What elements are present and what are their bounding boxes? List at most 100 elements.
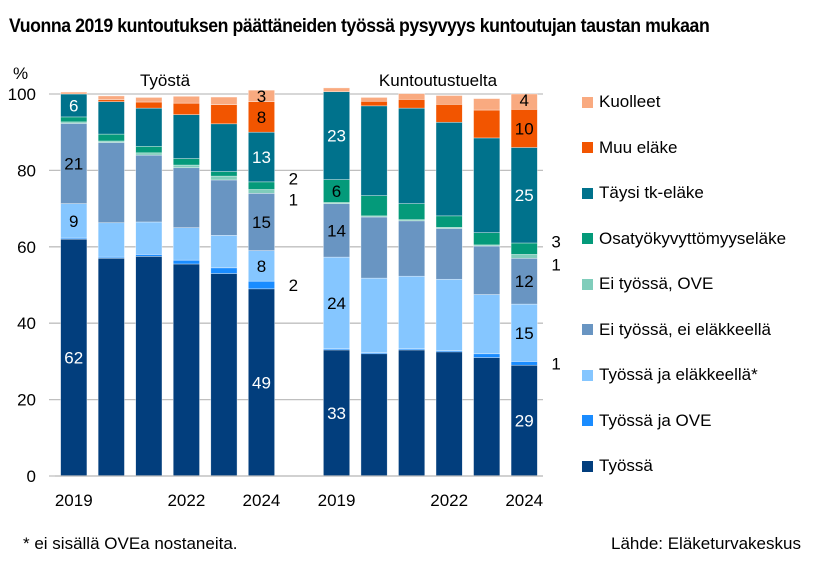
chart-title: Vuonna 2019 kuntoutuksen päättäneiden ty… bbox=[9, 16, 710, 37]
bar-segment-osatyökyvyttömyyseläke bbox=[97, 133, 125, 142]
bar-segment-muu-eläke bbox=[210, 104, 238, 125]
bar-segment-työssä-ja-eläkkeellä bbox=[172, 227, 200, 261]
data-label: 1 bbox=[551, 255, 560, 274]
bar-segment-työssä bbox=[510, 364, 538, 477]
bar-segment-osatyökyvyttömyyseläke bbox=[398, 203, 426, 220]
bar-segment-ei-työssä-ei-eläkkeellä bbox=[360, 216, 388, 279]
x-tick-label: 2022 bbox=[430, 491, 468, 510]
bar-segment-täysi-tk-eläke bbox=[248, 131, 275, 183]
bar-segment-muu-eläke bbox=[435, 104, 463, 123]
bar-segment-ei-työssä-ove bbox=[135, 152, 163, 156]
legend-label: Työssä ja eläkkeellä* bbox=[599, 365, 758, 384]
bar-segment-osatyökyvyttömyyseläke bbox=[360, 195, 388, 217]
bars bbox=[60, 87, 538, 477]
source-note: Lähde: Eläketurvakeskus bbox=[611, 534, 801, 553]
x-tick-label: 2019 bbox=[318, 491, 356, 510]
data-label: 15 bbox=[252, 213, 271, 232]
bar-segment-kuolleet bbox=[172, 95, 200, 104]
bar-segment-työssä-ja-ove bbox=[248, 280, 275, 290]
bar-segment-muu-eläke bbox=[135, 101, 163, 109]
data-label: 25 bbox=[515, 186, 534, 205]
bar-segment-ei-työssä-ei-eläkkeellä bbox=[210, 179, 238, 236]
bar-segment-kuolleet bbox=[135, 97, 163, 103]
bar-segment-työssä bbox=[360, 353, 388, 477]
bar-segment-ei-työssä-ove bbox=[248, 189, 275, 194]
group-label: Työstä bbox=[140, 71, 191, 90]
bar-segment-muu-eläke bbox=[398, 99, 426, 109]
data-label: 49 bbox=[252, 373, 271, 392]
bar-segment-ei-työssä-ei-eläkkeellä bbox=[473, 245, 501, 295]
bar-segment-muu-eläke bbox=[360, 100, 388, 107]
legend-label: Ei työssä, ei eläkkeellä bbox=[599, 319, 771, 339]
y-tick-label: 20 bbox=[17, 391, 36, 410]
data-label: 1 bbox=[551, 354, 560, 373]
data-label: 12 bbox=[515, 272, 534, 291]
legend-swatch bbox=[582, 278, 593, 290]
data-label: 14 bbox=[327, 221, 346, 240]
data-label: 8 bbox=[257, 257, 266, 276]
bar-segment-työssä-ja-eläkkeellä bbox=[248, 250, 275, 282]
legend-swatch bbox=[582, 96, 593, 108]
data-label: 8 bbox=[257, 108, 266, 127]
bar-segment-osatyökyvyttömyyseläke bbox=[248, 181, 275, 190]
bar-segment-täysi-tk-eläke bbox=[135, 107, 163, 147]
bar-segment-osatyökyvyttömyyseläke bbox=[60, 116, 88, 123]
bar-segment-työssä bbox=[97, 257, 125, 477]
x-tick-label: 2024 bbox=[505, 491, 543, 510]
bar-segment-ei-työssä-ei-eläkkeellä bbox=[323, 203, 350, 258]
legend-label: Osatyökyvyttömyyseläke bbox=[599, 228, 787, 248]
bar-segment-kuolleet bbox=[248, 89, 275, 102]
bar-segment-kuolleet bbox=[398, 93, 426, 100]
bar-segment-kuolleet bbox=[210, 96, 238, 105]
bar-segment-muu-eläke bbox=[172, 102, 200, 115]
bar-segment-osatyökyvyttömyyseläke bbox=[210, 171, 238, 177]
bar-segment-osatyökyvyttömyyseläke bbox=[510, 242, 538, 255]
bar-segment-työssä bbox=[323, 349, 350, 477]
data-label: 6 bbox=[69, 96, 78, 115]
y-axis-label: % bbox=[13, 64, 28, 83]
footnote: * ei sisällä OVEa nostaneita. bbox=[23, 534, 238, 553]
bar-segment-työssä bbox=[172, 263, 200, 477]
bar-segment-täysi-tk-eläke bbox=[360, 105, 388, 196]
legend-swatch bbox=[582, 415, 593, 426]
bar-segment-työssä-ja-eläkkeellä bbox=[510, 303, 538, 362]
legend-item: Muu eläke bbox=[582, 138, 677, 158]
bar-segment-työssä-ja-ove bbox=[510, 361, 538, 366]
data-label: 3 bbox=[551, 233, 560, 252]
bar-segment-kuolleet bbox=[60, 91, 88, 95]
legend-item: Ei työssä, OVE bbox=[582, 274, 713, 294]
data-label: 4 bbox=[519, 91, 528, 110]
legend-swatch bbox=[582, 187, 593, 199]
data-label: 13 bbox=[252, 148, 271, 167]
bar-segment-täysi-tk-eläke bbox=[510, 147, 538, 244]
data-label: 24 bbox=[327, 294, 346, 313]
bar-segment-ei-työssä-ei-eläkkeellä bbox=[97, 142, 125, 224]
bar-segment-työssä bbox=[435, 351, 463, 477]
bar-segment-työssä-ja-eläkkeellä bbox=[323, 256, 350, 350]
bar-segment-työssä-ja-eläkkeellä bbox=[435, 278, 463, 352]
bar-segment-työssä-ja-ove bbox=[172, 259, 200, 265]
bar-segment-työssä-ja-ove bbox=[473, 353, 501, 358]
data-label: 6 bbox=[332, 182, 341, 201]
bar-segment-täysi-tk-eläke bbox=[435, 121, 463, 217]
data-label: 29 bbox=[515, 412, 534, 431]
bar-segment-täysi-tk-eläke bbox=[172, 114, 200, 159]
bar-segment-ei-työssä-ei-eläkkeellä bbox=[172, 167, 200, 228]
legend-swatch bbox=[582, 460, 593, 472]
legend-swatch bbox=[582, 324, 593, 335]
bar-segment-ei-työssä-ove bbox=[172, 164, 200, 169]
bar-segment-täysi-tk-eläke bbox=[398, 107, 426, 204]
data-label: 21 bbox=[64, 155, 83, 174]
bar-segment-täysi-tk-eläke bbox=[210, 123, 238, 172]
legend-label: Kuolleet bbox=[599, 92, 661, 111]
data-label: 9 bbox=[69, 212, 78, 231]
bar-segment-työssä bbox=[60, 238, 88, 477]
data-label: 23 bbox=[327, 127, 346, 146]
data-label: 62 bbox=[64, 349, 83, 368]
bar-segment-työssä-ja-eläkkeellä bbox=[135, 221, 163, 255]
data-label: 1 bbox=[289, 190, 298, 209]
axes: 0 20 40 60 80 100% 2019 2022 2024 Työstä 2019 2022 2… bbox=[8, 64, 544, 510]
y-tick-label: 80 bbox=[17, 161, 36, 180]
bar-segment-kuolleet bbox=[473, 98, 501, 111]
